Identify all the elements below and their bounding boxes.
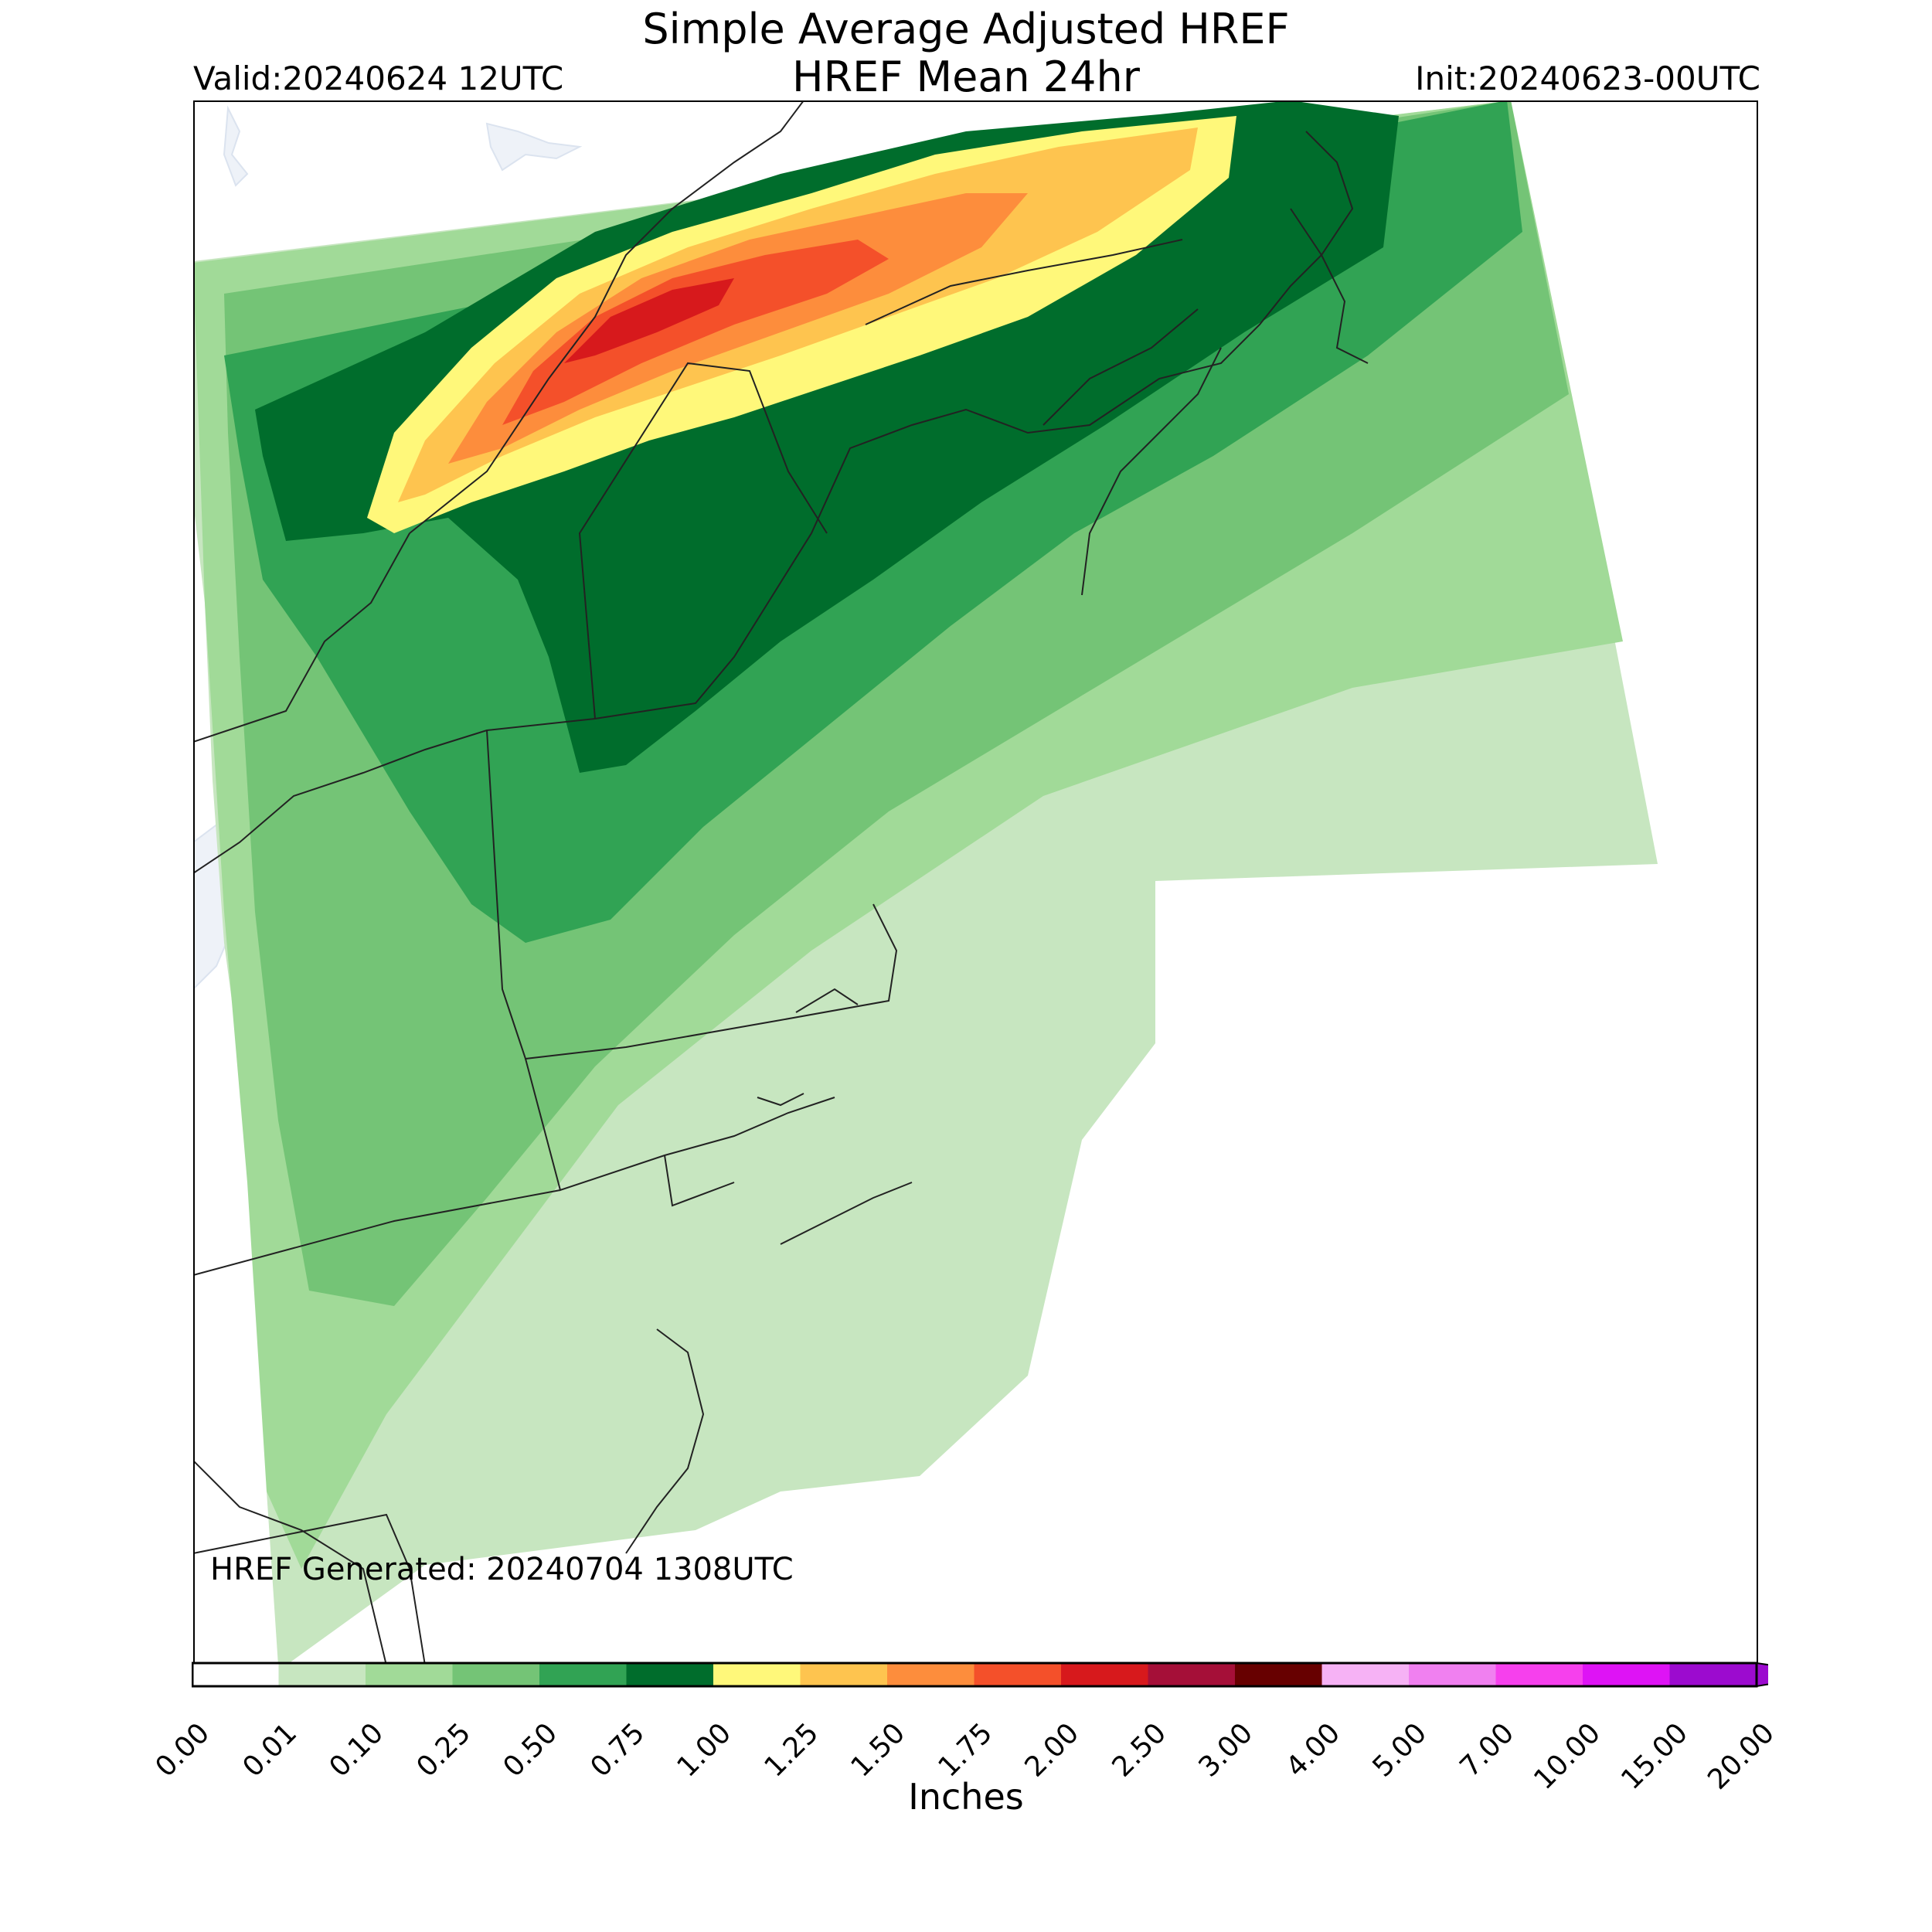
colorbar-tick-label: 1.75 [931,1717,998,1784]
colorbar-segment [1669,1663,1757,1686]
colorbar-segment [800,1663,888,1686]
colorbar-tick-label: 1.00 [671,1717,738,1784]
political-boundaries [193,100,1369,1665]
colorbar-tick-label: 0.50 [497,1717,564,1784]
colorbar-segment [887,1663,975,1686]
colorbar-unit-label: Inches [908,1776,1024,1818]
init-time-label: Init:20240623-00UTC [1415,60,1760,97]
colorbar-segment [626,1663,714,1686]
colorbar-segment [278,1663,366,1686]
colorbar-tick-label: 0.10 [323,1717,390,1784]
colorbar-segment [1061,1663,1148,1686]
chart-title: Simple Average Adjusted HREF [642,5,1290,53]
colorbar [192,1662,1768,1688]
valid-time-label: Valid:20240624 12UTC [193,60,564,97]
colorbar-segment [1409,1663,1496,1686]
chart-subtitle: HREF Mean 24hr [792,53,1140,101]
colorbar-tick-label: 2.00 [1019,1717,1086,1784]
colorbar-segment [1235,1663,1322,1686]
colorbar-tick-label: 7.00 [1453,1717,1520,1784]
colorbar-tick-label: 2.50 [1105,1717,1172,1784]
colorbar-tick-label: 0.75 [583,1717,651,1784]
colorbar-segment [1321,1663,1410,1686]
precip-band-1.75 [502,240,889,425]
colorbar-segment [192,1663,279,1686]
colorbar-segment [366,1663,453,1686]
colorbar-segment [452,1663,540,1686]
precip-band-0.75 [255,100,1399,773]
colorbar-tick-label: 0.01 [236,1717,303,1784]
precip-map [193,100,1758,1665]
colorbar-tick-label: 3.00 [1192,1717,1260,1784]
colorbar-tick-label: 0.25 [410,1717,477,1784]
colorbar-tick-label: 1.50 [845,1717,912,1784]
colorbar-segment [1148,1663,1236,1686]
colorbar-tick-label: 4.00 [1279,1717,1346,1784]
colorbar-segment [1495,1663,1583,1686]
colorbar-segment [539,1663,627,1686]
colorbar-segment [974,1663,1062,1686]
precip-band-2.00 [564,278,734,363]
colorbar-outline [192,1662,1758,1688]
colorbar-extend-arrow [1756,1662,1768,1688]
generated-timestamp: HREF Generated: 20240704 1308UTC [210,1552,794,1587]
colorbar-tick-label: 5.00 [1366,1717,1434,1784]
colorbar-tick-label: 1.25 [757,1717,825,1784]
colorbar-segment [1583,1663,1670,1686]
colorbar-segment [713,1663,801,1686]
colorbar-tick-label: 0.00 [149,1717,216,1784]
